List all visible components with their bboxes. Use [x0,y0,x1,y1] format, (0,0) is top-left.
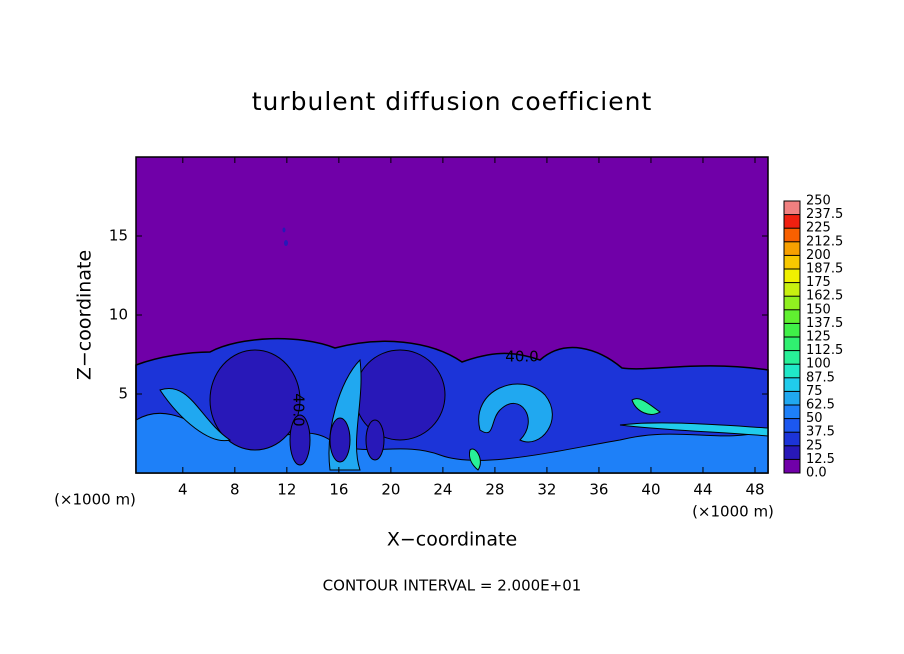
field-region [159,387,232,442]
colorbar-band [784,201,800,215]
colorbar-band [784,241,800,256]
field-region [469,448,481,471]
colorbar-band [784,337,800,351]
colorbar-label: 0.0 [806,466,827,481]
x-unit-label: (×1000 m) [692,503,774,521]
colorbar-label: 237.5 [806,207,843,222]
colorbar-band [784,364,800,378]
colorbar-band [784,445,800,460]
colorbar-label: 250 [806,194,831,209]
x-tick-label: 36 [589,481,608,499]
y-tick-label: 15 [109,227,128,245]
colorbar-label: 62.5 [806,398,835,413]
colorbar-label: 125 [806,330,831,345]
colorbar-band [784,432,800,446]
x-axis-label: X−coordinate [387,529,517,551]
colorbar-band [784,350,800,365]
colorbar-band [784,418,800,433]
colorbar-band [784,282,800,297]
colorbar-label: 87.5 [806,370,835,385]
y-tick-label: 10 [109,306,128,324]
chart-title: turbulent diffusion coefficient [252,87,653,116]
x-tick-label: 12 [277,481,296,499]
colorbar-band [784,309,800,324]
x-tick-label: 24 [433,481,452,499]
colorbar-band [784,269,800,283]
field-region [289,414,311,466]
footer: CONTOUR INTERVAL = 2.000E+01 [323,577,582,595]
colorbar-band [784,459,800,473]
colorbar-label: 187.5 [806,262,843,277]
field [135,157,769,474]
colorbar-label: 25 [806,438,823,453]
colorbar-label: 12.5 [806,452,835,467]
colorbar-label: 150 [806,302,831,317]
field-region [209,349,301,451]
colorbar-label: 137.5 [806,316,843,331]
colorbar-band [784,214,800,229]
y-tick-label: 5 [118,385,128,403]
field-region [365,419,385,461]
colorbar-label: 37.5 [806,425,835,440]
colorbar-label: 200 [806,248,831,263]
colorbar-label: 212.5 [806,234,843,249]
colorbar-label: 50 [806,411,823,426]
field-region [282,227,286,233]
contour-label: 40.0 [290,393,308,426]
x-tick-label: 44 [693,481,712,499]
x-tick-label: 40 [641,481,660,499]
x-tick-label: 32 [537,481,556,499]
x-tick-label: 4 [178,481,188,499]
colorbar-band [784,296,800,310]
x-tick-label: 28 [485,481,504,499]
colorbar-label: 75 [806,384,823,399]
colorbar-band [784,405,800,419]
colorbar-label: 225 [806,221,831,236]
field-region [284,240,288,246]
colorbar-label: 162.5 [806,289,843,304]
colorbar-label: 175 [806,275,831,290]
colorbar-band [784,255,800,269]
field-region [478,383,553,443]
colorbar-label: 100 [806,357,831,372]
colorbar-band [784,228,800,242]
x-unit-label: (×1000 m) [54,491,136,509]
x-tick-label: 8 [230,481,240,499]
x-tick-label: 20 [381,481,400,499]
contour-label: 40.0 [505,348,538,366]
colorbar-band [784,323,800,337]
x-tick-label: 48 [745,481,764,499]
colorbar-band [784,391,800,405]
colorbar-band [784,377,800,392]
y-axis-label: Z−coordinate [74,250,96,380]
field-region [631,398,661,415]
field-region [329,417,351,463]
colorbar-label: 112.5 [806,343,843,358]
x-tick-label: 16 [329,481,348,499]
